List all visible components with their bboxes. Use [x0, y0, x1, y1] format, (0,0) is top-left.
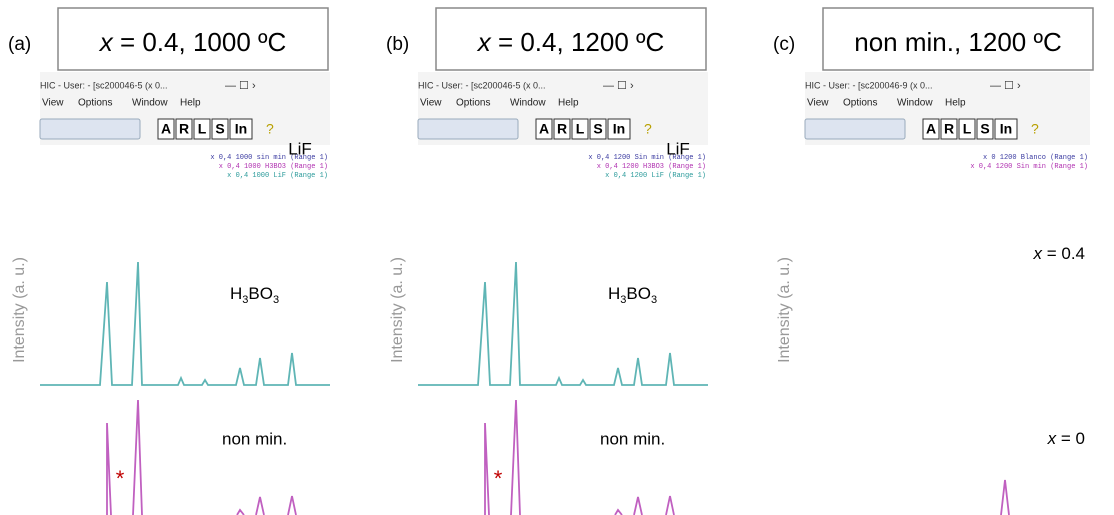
panel-letter: (b)	[386, 34, 409, 55]
title-var: x	[98, 27, 114, 57]
menu-item: Window	[510, 98, 546, 109]
menu-item: Help	[180, 98, 201, 109]
star-marker: *	[116, 466, 125, 491]
y-axis-label: Intensity (a. u.)	[389, 257, 406, 363]
panel: (a) x = 0.4, 1000 ºC HIC - User: - [sc2000…	[8, 8, 330, 515]
menu-item: Help	[558, 98, 579, 109]
toolbar-label: A	[161, 121, 171, 137]
menu-item: Options	[843, 98, 877, 109]
window-title: HIC - User: - [sc200046-9 (x 0...	[805, 80, 933, 90]
star-marker: *	[494, 466, 503, 491]
toolbar-help: ?	[266, 121, 274, 137]
toolbar-label: A	[926, 121, 936, 137]
menu-item: Window	[897, 98, 933, 109]
title-var: x	[476, 27, 492, 57]
legend-entry: x 0,4 1000 H3BO3 (Range 1)	[219, 163, 328, 171]
toolbar-label: R	[557, 121, 567, 137]
formula-part: 3	[273, 294, 279, 306]
title-rest: = 0.4, 1000 ºC	[113, 27, 287, 57]
h3bo3-label: H3BO3	[608, 284, 657, 305]
x-var: x	[1032, 244, 1042, 263]
toolbar-label: S	[593, 121, 602, 137]
window-title: HIC - User: - [sc200046-5 (x 0...	[40, 80, 168, 90]
panel-title: x = 0.4, 1000 ºC	[98, 27, 287, 57]
formula-part: H	[608, 284, 620, 303]
toolbar-label: In	[235, 121, 247, 137]
menu-item: Options	[456, 98, 490, 109]
toolbar-icons	[40, 119, 140, 139]
legend-entry: x 0 1200 Blanco (Range 1)	[983, 154, 1088, 162]
menu-item: View	[807, 98, 829, 109]
menu-item: Window	[132, 98, 168, 109]
toolbar-help: ?	[644, 121, 652, 137]
legend-entry: x 0,4 1200 H3BO3 (Range 1)	[597, 163, 706, 171]
formula-part: BO	[248, 284, 273, 303]
non-min-label: non min.	[222, 429, 287, 448]
lif-label: LiF	[666, 139, 690, 158]
panel-title: non min., 1200 ºC	[854, 27, 1062, 57]
title-rest: non min., 1200 ºC	[854, 27, 1062, 57]
toolbar-label: A	[539, 121, 549, 137]
x-value: = 0.4	[1042, 244, 1085, 263]
y-axis-label: Intensity (a. u.)	[776, 257, 793, 363]
formula-part: H	[230, 284, 242, 303]
toolbar-icons	[418, 119, 518, 139]
x-label: x = 0	[1047, 429, 1085, 448]
panel: (c) non min., 1200 ºC HIC - User: - [sc200…	[773, 8, 1093, 515]
menu-item: Help	[945, 98, 966, 109]
window-controls: — ☐ ›	[603, 80, 634, 92]
toolbar-help: ?	[1031, 121, 1039, 137]
legend-entry: x 0,4 1200 LiF (Range 1)	[605, 172, 706, 180]
panel-letter: (c)	[773, 34, 795, 55]
formula-part: 3	[651, 294, 657, 306]
legend-entry: x 0,4 1200 Sin min (Range 1)	[970, 163, 1088, 171]
figure: (a) x = 0.4, 1000 ºC HIC - User: - [sc2000…	[0, 0, 1114, 515]
x-value: = 0	[1056, 429, 1085, 448]
panel-title: x = 0.4, 1200 ºC	[476, 27, 665, 57]
window-controls: — ☐ ›	[990, 80, 1021, 92]
toolbar-label: R	[179, 121, 189, 137]
title-rest: = 0.4, 1200 ºC	[491, 27, 665, 57]
toolbar-label: L	[576, 121, 585, 137]
toolbar-label: In	[613, 121, 625, 137]
non-min-label: non min.	[600, 429, 665, 448]
toolbar-label: S	[980, 121, 989, 137]
panel: (b) x = 0.4, 1200 ºC HIC - User: - [sc2000…	[386, 8, 708, 515]
toolbar-label: In	[1000, 121, 1012, 137]
menu-item: View	[42, 98, 64, 109]
x-label: x = 0.4	[1032, 244, 1085, 263]
x-var: x	[1047, 429, 1057, 448]
h3bo3-label: H3BO3	[230, 284, 279, 305]
formula-part: BO	[626, 284, 651, 303]
toolbar-label: L	[198, 121, 207, 137]
toolbar-label: R	[944, 121, 954, 137]
toolbar-label: L	[963, 121, 972, 137]
menu-item: View	[420, 98, 442, 109]
menu-item: Options	[78, 98, 112, 109]
toolbar-label: S	[215, 121, 224, 137]
toolbar-icons	[805, 119, 905, 139]
lif-label: LiF	[288, 139, 312, 158]
panel-letter: (a)	[8, 34, 31, 55]
window-title: HIC - User: - [sc200046-5 (x 0...	[418, 80, 546, 90]
y-axis-label: Intensity (a. u.)	[11, 257, 28, 363]
window-controls: — ☐ ›	[225, 80, 256, 92]
legend-entry: x 0,4 1000 LiF (Range 1)	[227, 172, 328, 180]
